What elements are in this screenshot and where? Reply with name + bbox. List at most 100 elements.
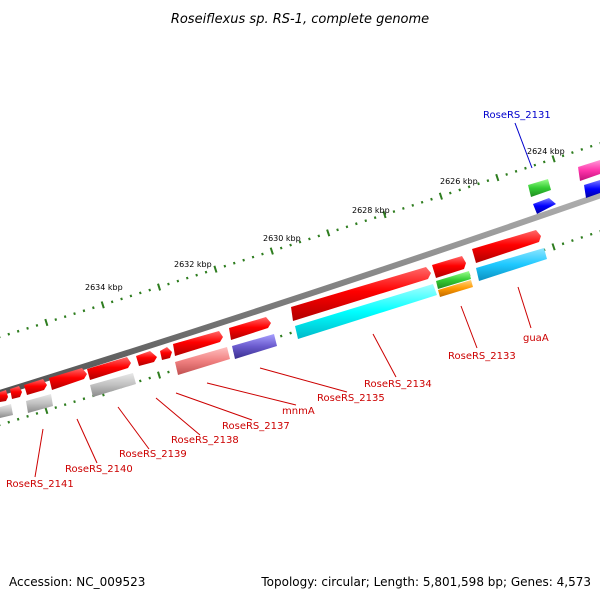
outer-ring-tick <box>269 247 274 255</box>
inner-ring-tick <box>44 406 49 415</box>
inner-ring-tick <box>289 331 292 335</box>
leader-RoseRS_2140 <box>76 418 98 464</box>
outer-ring-tick <box>448 191 452 195</box>
gene-feature-gray-left[interactable] <box>0 404 13 418</box>
tick-labels: 2624 kbp 2626 kbp 2628 kbp 2630 kbp 2632… <box>85 147 565 292</box>
gene-feature-RoseRS_2138[interactable] <box>160 347 172 360</box>
outer-ring-tick <box>92 306 95 310</box>
gene-feature-guaA-sky[interactable] <box>476 248 547 281</box>
leader-RoseRS_2135 <box>259 367 348 393</box>
gene-label-mnmA[interactable]: mnmA <box>282 406 315 417</box>
gene-label-RoseRS_2138[interactable]: RoseRS_2138 <box>171 435 239 446</box>
inner-ring-tick <box>82 397 86 401</box>
gene-label-RoseRS_2134[interactable]: RoseRS_2134 <box>364 379 432 390</box>
outer-ring-tick <box>7 332 11 336</box>
gene-feature-red-b[interactable] <box>10 386 22 399</box>
gene-labels: RoseRS_2131 guaA RoseRS_2133 RoseRS_2134… <box>6 110 551 490</box>
gene-features <box>0 160 600 418</box>
gene-label-RoseRS_2135[interactable]: RoseRS_2135 <box>317 393 385 404</box>
gene-feature-RoseRS_2140-gray[interactable] <box>90 373 136 397</box>
gene-label-RoseRS_2137[interactable]: RoseRS_2137 <box>222 421 290 432</box>
gene-label-RoseRS_2131[interactable]: RoseRS_2131 <box>483 110 551 121</box>
outer-ring-tick <box>458 188 462 192</box>
gene-feature-magenta[interactable] <box>578 160 600 181</box>
outer-ring-tick <box>63 315 67 319</box>
gene-feature-mnmA-purple[interactable] <box>232 334 277 359</box>
genome-backbone <box>0 192 600 397</box>
gene-feature-RoseRS_2137-pink[interactable] <box>175 347 230 375</box>
leader-RoseRS_2133 <box>460 305 478 349</box>
gene-feature-RoseRS_2131[interactable] <box>528 179 551 197</box>
gene-feature-RoseRS_2133-green[interactable] <box>436 271 471 289</box>
outer-ring-tick <box>373 216 377 220</box>
outer-ring-tick <box>364 219 368 223</box>
leader-RoseRS_2134 <box>372 333 397 378</box>
inner-ring-tick <box>148 376 152 380</box>
outer-ring-tick <box>561 154 565 158</box>
gene-label-RoseRS_2139[interactable]: RoseRS_2139 <box>119 449 187 460</box>
gene-feature-mnmA[interactable] <box>229 317 271 340</box>
outer-ring-tick <box>589 144 593 148</box>
gene-label-guaA[interactable]: guaA <box>523 333 549 344</box>
outer-ring-tick <box>430 197 433 201</box>
outer-ring-tick <box>148 288 152 292</box>
inner-ring-tick <box>551 243 556 251</box>
outer-ring-tick <box>298 240 302 244</box>
inner-ring-tick <box>580 235 584 239</box>
inner-ring-tick <box>571 239 574 243</box>
inner-ring-tick <box>35 412 39 415</box>
outer-ring-tick <box>261 252 264 256</box>
outer-ring-tick <box>176 279 180 283</box>
gene-feature-RoseRS_2141[interactable] <box>49 368 87 390</box>
gene-feature-RoseRS_2134-cyan[interactable] <box>295 284 437 339</box>
leader-RoseRS_2141 <box>34 428 44 478</box>
gene-feature-RoseRS_2134[interactable] <box>291 267 431 321</box>
gene-feature-RoseRS_2141-gray[interactable] <box>26 394 53 413</box>
inner-ring-tick <box>63 403 67 407</box>
outer-ring-tick <box>73 312 76 316</box>
leader-RoseRS_2137 <box>175 392 253 421</box>
gene-label-RoseRS_2140[interactable]: RoseRS_2140 <box>65 464 133 475</box>
outer-ring-tick <box>551 155 556 163</box>
gene-feature-red-c[interactable] <box>0 390 8 402</box>
inner-ring-tick <box>561 242 565 246</box>
gene-feature-RoseRS_2140[interactable] <box>87 357 131 380</box>
outer-ring-tick <box>392 210 396 213</box>
inner-ring-tick <box>279 334 283 338</box>
gene-feature-RoseRS_2133-orange[interactable] <box>438 280 473 297</box>
outer-ring-tick <box>505 173 508 176</box>
map-title: Roseiflexus sp. RS-1, complete genome <box>171 12 429 27</box>
outer-ring-tick <box>467 185 471 189</box>
outer-ring-tick <box>580 147 584 151</box>
outer-ring-tick <box>438 192 443 200</box>
tick-label-2630: 2630 kbp <box>263 234 301 243</box>
inner-ring-tick <box>138 379 142 383</box>
outer-ring-tick <box>411 203 415 207</box>
gene-feature-RoseRS_2137[interactable] <box>173 331 223 356</box>
outer-ring-tick <box>157 283 162 291</box>
outer-ring-tick <box>420 200 424 204</box>
outer-ring-tick <box>195 273 198 277</box>
outer-ring-tick <box>326 229 331 237</box>
gene-feature-red-a[interactable] <box>24 379 47 395</box>
outer-ring-tick <box>477 182 480 186</box>
gene-feature-RoseRS_2133-red[interactable] <box>432 256 466 278</box>
inner-ring-tick <box>7 420 11 424</box>
gene-feature-guaA[interactable] <box>472 230 541 263</box>
gene-feature-blue-right[interactable] <box>584 180 600 198</box>
outer-ring-tick <box>120 297 123 301</box>
outer-ring-tick <box>35 324 39 327</box>
tick-label-2634: 2634 kbp <box>85 283 123 292</box>
gene-label-RoseRS_2141[interactable]: RoseRS_2141 <box>6 479 74 490</box>
gene-feature-blue-small[interactable] <box>533 198 556 214</box>
label-leader-lines <box>34 122 533 478</box>
tick-label-2632: 2632 kbp <box>174 260 212 269</box>
outer-ring-tick <box>167 282 170 286</box>
outer-ring-tick <box>251 255 255 259</box>
gene-label-RoseRS_2133[interactable]: RoseRS_2133 <box>448 351 516 362</box>
inner-ring-tick <box>54 406 58 409</box>
outer-ring-tick <box>16 329 20 333</box>
leader-RoseRS_2138 <box>155 397 201 436</box>
gene-feature-RoseRS_2139[interactable] <box>136 351 157 366</box>
